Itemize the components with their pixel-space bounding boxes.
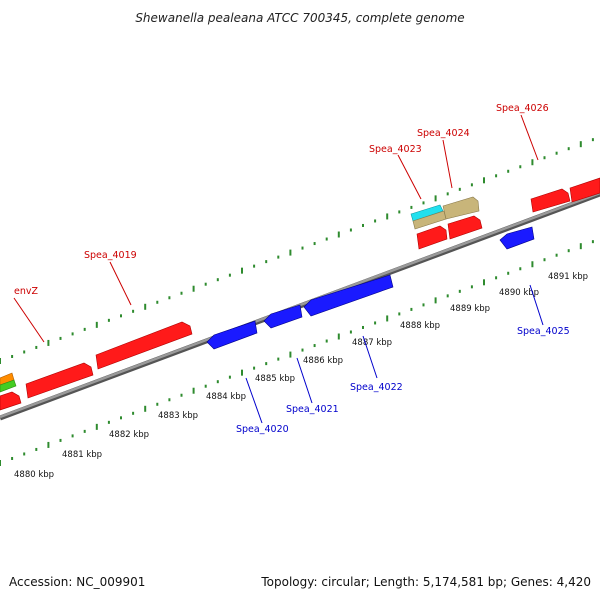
- gene-arrow-spea-4024-tan: [442, 196, 480, 220]
- gene-label-spea-4024: Spea_4024: [417, 128, 470, 139]
- gene-arrow-spea-4026: [530, 188, 571, 213]
- gene-arrow-spea-4022: [303, 274, 394, 317]
- ruler-label: 4889 kbp: [450, 304, 490, 314]
- gene-label-spea-4025: Spea_4025: [517, 326, 570, 337]
- gene-arrow-spea-4024-top-cyan: [410, 204, 444, 222]
- ruler-label: 4883 kbp: [158, 411, 198, 421]
- ruler-label: 4886 kbp: [303, 356, 343, 366]
- ruler-label: 4884 kbp: [206, 392, 246, 402]
- ruler-label: 4880 kbp: [14, 470, 54, 480]
- ruler-label: 4888 kbp: [400, 321, 440, 331]
- gene-arrow-envZ: [25, 362, 94, 399]
- dotted-inner-track: [0, 240, 594, 466]
- gene-arrow-spea-4023b: [447, 215, 483, 240]
- gene-arrow-spea-4019: [95, 321, 193, 370]
- ruler-label: 4882 kbp: [109, 430, 149, 440]
- ruler-label: 4891 kbp: [548, 272, 588, 282]
- ruler-labels: 4880 kbp 4881 kbp 4882 kbp 4883 kbp 4884…: [14, 272, 588, 480]
- gene-arrow-left-partial-green: [0, 379, 17, 393]
- gene-label-spea-4022: Spea_4022: [350, 382, 403, 393]
- gene-label-spea-4020: Spea_4020: [236, 424, 289, 435]
- gene-label-spea-4026: Spea_4026: [496, 103, 549, 114]
- topology-text: Topology: circular; Length: 5,174,581 bp…: [260, 575, 591, 589]
- ruler-label: 4881 kbp: [62, 450, 102, 460]
- gene-arrow-right-partial: [569, 177, 600, 203]
- gene-label-spea-4023: Spea_4023: [369, 144, 422, 155]
- ruler-label: 4887 kbp: [352, 338, 392, 348]
- genome-title: Shewanella pealeana ATCC 700345, complet…: [135, 11, 464, 25]
- gene-arrow-spea-4025: [499, 226, 535, 250]
- gene-label-spea-4019: Spea_4019: [84, 250, 137, 261]
- gene-arrow-envZ-partial: [0, 391, 22, 411]
- gene-arrow-spea-4023: [416, 225, 448, 250]
- ruler-label: 4890 kbp: [499, 288, 539, 298]
- gene-arrow-spea-4020: [206, 320, 258, 350]
- gene-label-envZ: envZ: [14, 286, 38, 297]
- label-leaders: [13, 114, 544, 424]
- accession-text: Accession: NC_009901: [9, 575, 145, 589]
- gene-labels: envZ Spea_4019 Spea_4023 Spea_4024 Spea_…: [14, 103, 570, 435]
- gene-arrow-spea-4021: [263, 304, 303, 329]
- gene-label-spea-4021: Spea_4021: [286, 404, 339, 415]
- reverse-genes: [206, 226, 535, 350]
- dotted-outer-track: [0, 138, 594, 364]
- forward-genes: [0, 177, 600, 411]
- ruler-label: 4885 kbp: [255, 374, 295, 384]
